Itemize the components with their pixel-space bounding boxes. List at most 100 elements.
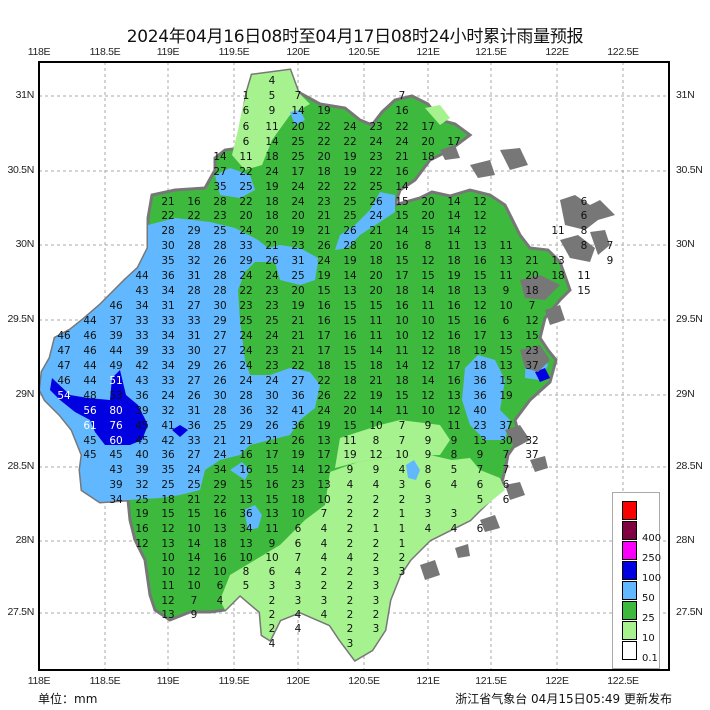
rainfall-value: 22 xyxy=(395,121,408,133)
rainfall-value: 24 xyxy=(239,270,253,282)
rainfall-value: 22 xyxy=(291,360,304,372)
rainfall-value: 17 xyxy=(265,449,278,461)
y-tick-label: 29N xyxy=(676,388,695,400)
rainfall-value: 11 xyxy=(395,345,408,357)
rainfall-value: 23 xyxy=(265,345,278,357)
rainfall-value: 16 xyxy=(135,523,149,535)
rainfall-value: 34 xyxy=(213,464,227,476)
rainfall-value: 18 xyxy=(317,360,330,372)
rainfall-value: 20 xyxy=(369,285,382,297)
legend-level-label: 10 xyxy=(642,633,655,644)
rainfall-value: 7 xyxy=(295,552,302,564)
rainfall-value: 33 xyxy=(187,435,200,447)
rainfall-value: 37 xyxy=(109,315,122,327)
rainfall-value: 3 xyxy=(399,566,406,578)
rainfall-value: 2 xyxy=(347,623,354,635)
rainfall-value: 9 xyxy=(451,435,458,447)
rainfall-value: 21 xyxy=(187,494,200,506)
rainfall-value: 47 xyxy=(57,360,70,372)
rainfall-value: 24 xyxy=(239,360,253,372)
rainfall-value: 16 xyxy=(447,300,461,312)
rainfall-value: 17 xyxy=(421,121,434,133)
rainfall-value: 26 xyxy=(213,255,227,267)
rainfall-value: 23 xyxy=(317,196,330,208)
rainfall-value: 24 xyxy=(161,390,175,402)
rainfall-value: 18 xyxy=(395,285,408,297)
rainfall-value: 6 xyxy=(269,566,276,578)
rainfall-value: 15 xyxy=(317,285,330,297)
rainfall-value: 43 xyxy=(135,285,148,297)
rainfall-value: 22 xyxy=(343,136,356,148)
rainfall-value: 23 xyxy=(213,210,226,222)
rainfall-value: 18 xyxy=(265,210,278,222)
rainfall-value: 8 xyxy=(581,225,588,237)
rainfall-value: 23 xyxy=(265,360,278,372)
rainfall-value: 20 xyxy=(369,240,382,252)
rainfall-value: 9 xyxy=(269,105,276,117)
rainfall-value: 7 xyxy=(529,300,536,312)
legend-swatch xyxy=(622,581,637,600)
rainfall-value: 26 xyxy=(213,360,227,372)
rainfall-value: 13 xyxy=(499,330,512,342)
y-tick-label: 30.5N xyxy=(676,164,703,176)
rainfall-value: 12 xyxy=(161,523,174,535)
x-tick-label: 122.5E xyxy=(607,46,639,58)
rainfall-value: 15 xyxy=(343,420,356,432)
rainfall-value: 25 xyxy=(239,315,252,327)
rainfall-value: 12 xyxy=(473,210,486,222)
rainfall-value: 14 xyxy=(447,210,461,222)
rainfall-value: 3 xyxy=(347,638,354,650)
rainfall-value: 23 xyxy=(369,151,382,163)
rainfall-value: 31 xyxy=(187,270,200,282)
legend-swatch xyxy=(622,621,637,640)
rainfall-value: 7 xyxy=(399,435,406,447)
rainfall-value: 9 xyxy=(425,449,432,461)
rainfall-value: 4 xyxy=(347,552,354,564)
unit-label: 单位：mm xyxy=(38,692,98,706)
rainfall-value: 34 xyxy=(135,300,149,312)
rainfall-value: 26 xyxy=(369,196,383,208)
rainfall-value: 14 xyxy=(291,464,305,476)
rainfall-value: 9 xyxy=(477,449,484,461)
y-tick-label: 30.5N xyxy=(7,164,34,176)
rainfall-value: 24 xyxy=(291,181,305,193)
rainfall-value: 16 xyxy=(395,166,409,178)
rainfall-value: 9 xyxy=(269,538,276,550)
rainfall-value: 7 xyxy=(503,449,510,461)
legend-level-label: 25 xyxy=(642,613,655,624)
rainfall-value: 7 xyxy=(399,420,406,432)
rainfall-value: 24 xyxy=(265,166,279,178)
rainfall-value: 15 xyxy=(577,285,590,297)
rainfall-value: 24 xyxy=(187,464,201,476)
rainfall-value: 11 xyxy=(395,405,408,417)
rainfall-value: 33 xyxy=(161,375,174,387)
y-tick-label: 31N xyxy=(15,89,35,101)
rainfall-value: 22 xyxy=(317,121,330,133)
rainfall-value: 6 xyxy=(295,538,302,550)
rainfall-value: 54 xyxy=(57,390,71,402)
rainfall-value: 36 xyxy=(473,390,487,402)
rainfall-value: 42 xyxy=(135,360,148,372)
rainfall-value: 16 xyxy=(317,315,331,327)
rainfall-value: 44 xyxy=(83,360,97,372)
rainfall-value: 21 xyxy=(369,375,382,387)
rainfall-value: 28 xyxy=(213,270,226,282)
rainfall-value: 46 xyxy=(83,330,97,342)
rainfall-value: 15 xyxy=(473,270,486,282)
rainfall-value: 2 xyxy=(373,609,380,621)
rainfall-value: 14 xyxy=(291,105,305,117)
rainfall-value: 15 xyxy=(187,508,200,520)
rainfall-value: 30 xyxy=(265,390,278,402)
rainfall-value: 27 xyxy=(187,449,200,461)
rainfall-value: 13 xyxy=(161,609,174,621)
rainfall-value: 28 xyxy=(213,196,226,208)
rainfall-value: 10 xyxy=(421,405,434,417)
rainfall-value: 6 xyxy=(503,494,510,506)
y-tick-label: 31N xyxy=(676,89,695,101)
rainfall-value: 22 xyxy=(343,181,356,193)
rainfall-value: 32 xyxy=(265,405,278,417)
rainfall-value: 46 xyxy=(109,300,123,312)
rainfall-value: 4 xyxy=(269,75,276,87)
rainfall-value: 15 xyxy=(421,225,434,237)
